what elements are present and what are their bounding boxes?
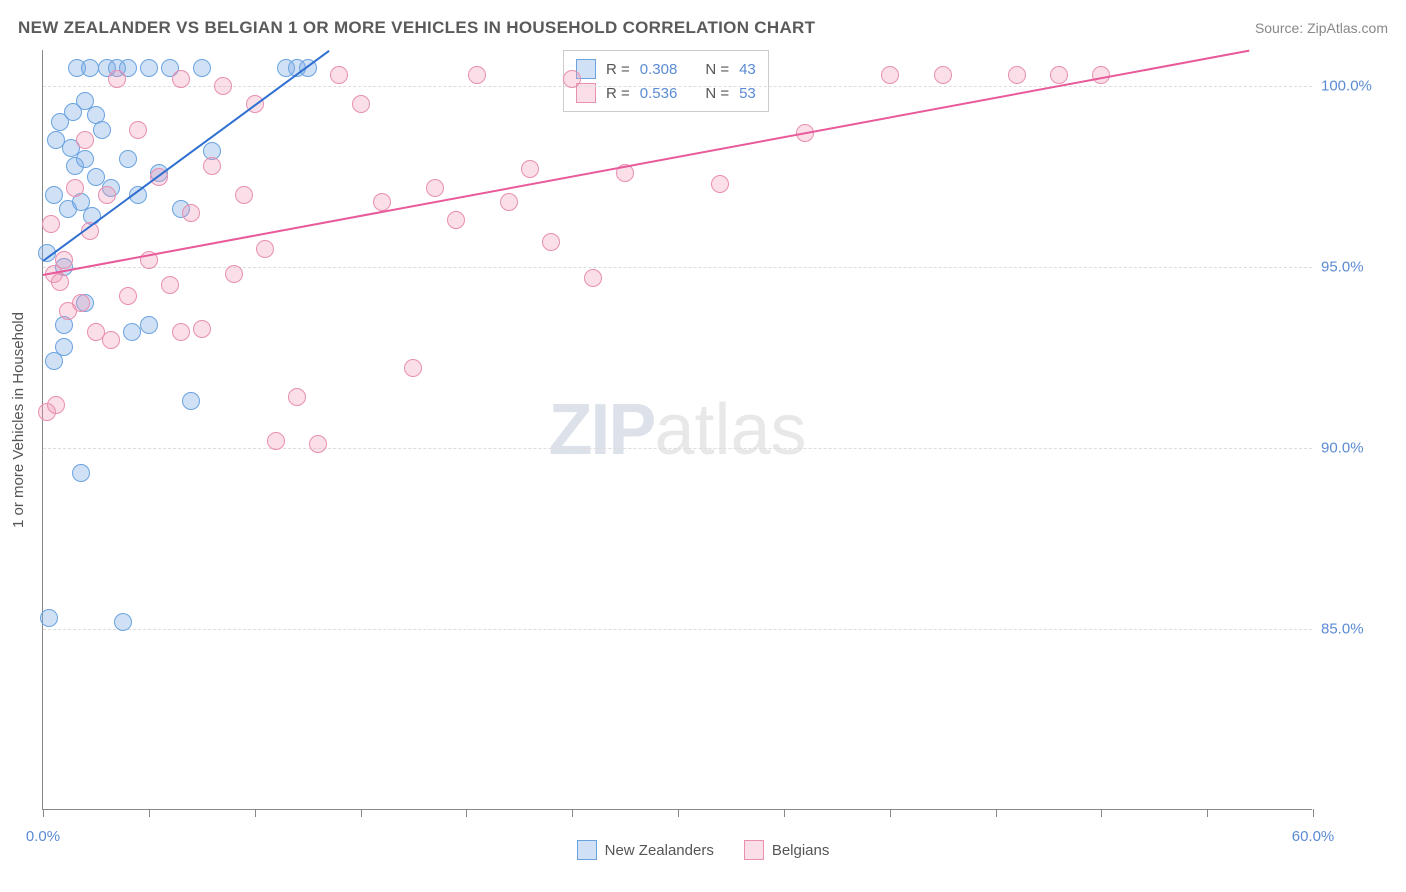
x-tick: [43, 809, 44, 817]
x-tick: [466, 809, 467, 817]
legend-row-nz: R = 0.308 N = 43: [576, 57, 756, 81]
data-point-be: [203, 157, 221, 175]
y-tick-label: 100.0%: [1321, 78, 1372, 95]
chart-source: Source: ZipAtlas.com: [1255, 20, 1388, 36]
data-point-be: [172, 70, 190, 88]
data-point-be: [288, 388, 306, 406]
chart-header: NEW ZEALANDER VS BELGIAN 1 OR MORE VEHIC…: [18, 18, 1388, 38]
data-point-nz: [55, 338, 73, 356]
data-point-be: [102, 331, 120, 349]
correlation-legend: R = 0.308 N = 43 R = 0.536 N = 53: [563, 50, 769, 112]
gridline-h: [43, 448, 1312, 449]
data-point-be: [711, 175, 729, 193]
data-point-nz: [40, 609, 58, 627]
data-point-be: [129, 121, 147, 139]
data-point-be: [119, 287, 137, 305]
data-point-be: [447, 211, 465, 229]
x-tick: [572, 809, 573, 817]
data-point-be: [42, 215, 60, 233]
data-point-nz: [182, 392, 200, 410]
y-tick-label: 90.0%: [1321, 440, 1364, 457]
x-tick: [996, 809, 997, 817]
legend-nz-n: 43: [739, 61, 756, 78]
gridline-h: [43, 629, 1312, 630]
legend-item-nz: New Zealanders: [577, 840, 714, 860]
data-point-nz: [140, 59, 158, 77]
data-point-be: [161, 276, 179, 294]
data-point-nz: [72, 464, 90, 482]
x-tick: [1207, 809, 1208, 817]
data-point-nz: [114, 613, 132, 631]
data-point-be: [352, 95, 370, 113]
data-point-be: [182, 204, 200, 222]
plot-area: ZIPatlas R = 0.308 N = 43 R = 0.536 N = …: [42, 50, 1312, 810]
data-point-nz: [193, 59, 211, 77]
data-point-be: [256, 240, 274, 258]
data-point-be: [373, 193, 391, 211]
data-point-be: [542, 233, 560, 251]
data-point-be: [521, 160, 539, 178]
data-point-be: [193, 320, 211, 338]
data-point-be: [225, 265, 243, 283]
data-point-be: [468, 66, 486, 84]
legend-item-be: Belgians: [744, 840, 830, 860]
data-point-be: [563, 70, 581, 88]
data-point-be: [72, 294, 90, 312]
x-tick: [1101, 809, 1102, 817]
x-tick: [1313, 809, 1314, 817]
data-point-be: [66, 179, 84, 197]
data-point-nz: [76, 150, 94, 168]
legend-r-label: R =: [606, 61, 630, 78]
legend-nz-r: 0.308: [640, 61, 678, 78]
data-point-be: [934, 66, 952, 84]
data-point-nz: [93, 121, 111, 139]
data-point-be: [426, 179, 444, 197]
data-point-be: [108, 70, 126, 88]
x-tick: [361, 809, 362, 817]
watermark-zip: ZIP: [548, 390, 654, 470]
data-point-be: [404, 359, 422, 377]
data-point-nz: [140, 316, 158, 334]
be-swatch-icon: [744, 840, 764, 860]
data-point-be: [51, 273, 69, 291]
data-point-be: [309, 435, 327, 453]
nz-swatch-icon: [577, 840, 597, 860]
data-point-be: [881, 66, 899, 84]
data-point-be: [98, 186, 116, 204]
x-tick: [149, 809, 150, 817]
y-tick-label: 85.0%: [1321, 621, 1364, 638]
data-point-be: [1050, 66, 1068, 84]
data-point-nz: [119, 150, 137, 168]
data-point-nz: [45, 186, 63, 204]
y-tick-label: 95.0%: [1321, 259, 1364, 276]
watermark: ZIPatlas: [548, 389, 806, 471]
data-point-be: [267, 432, 285, 450]
data-point-be: [500, 193, 518, 211]
data-point-be: [55, 251, 73, 269]
x-tick: [890, 809, 891, 817]
legend-be-label: Belgians: [772, 842, 830, 859]
x-tick: [784, 809, 785, 817]
data-point-be: [47, 396, 65, 414]
data-point-be: [584, 269, 602, 287]
y-axis-label: 1 or more Vehicles in Household: [10, 312, 27, 528]
data-point-nz: [81, 59, 99, 77]
legend-row-be: R = 0.536 N = 53: [576, 81, 756, 105]
data-point-nz: [123, 323, 141, 341]
data-point-be: [1008, 66, 1026, 84]
series-legend: New Zealanders Belgians: [0, 840, 1406, 860]
watermark-atlas: atlas: [654, 390, 806, 470]
legend-n-label: N =: [705, 61, 729, 78]
data-point-be: [76, 131, 94, 149]
x-tick: [255, 809, 256, 817]
data-point-be: [214, 77, 232, 95]
x-tick: [678, 809, 679, 817]
data-point-be: [172, 323, 190, 341]
chart-title: NEW ZEALANDER VS BELGIAN 1 OR MORE VEHIC…: [18, 18, 815, 38]
data-point-be: [330, 66, 348, 84]
data-point-be: [235, 186, 253, 204]
legend-nz-label: New Zealanders: [605, 842, 714, 859]
gridline-h: [43, 86, 1312, 87]
